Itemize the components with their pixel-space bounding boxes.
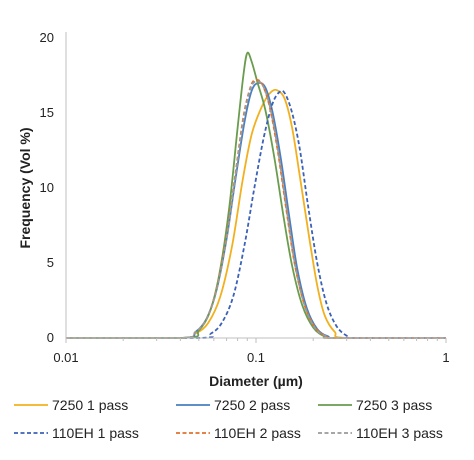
- series-line-6: [65, 80, 446, 339]
- legend-label: 110EH 2 pass: [214, 425, 301, 441]
- y-tick-label: 10: [40, 180, 54, 195]
- legend: 7250 1 pass 7250 2 pass 7250 3 pass 110EH 1…: [14, 397, 443, 441]
- x-tick-label: 1: [442, 350, 449, 365]
- series-line-3: [65, 51, 446, 339]
- legend-label: 7250 2 pass: [214, 397, 290, 413]
- legend-label: 7250 1 pass: [52, 397, 128, 413]
- plot-area: [65, 51, 446, 339]
- x-axis-title: Diameter (µm): [209, 373, 303, 389]
- legend-label: 110EH 3 pass: [356, 425, 443, 441]
- axes: 0 5 10 15 20 0.01 0.1 1: [40, 30, 450, 365]
- y-axis-title: Frequency (Vol %): [17, 127, 33, 248]
- legend-label: 7250 3 pass: [356, 397, 432, 413]
- series-line-4: [65, 89, 446, 339]
- y-tick-label: 20: [40, 30, 54, 45]
- x-tick-label: 0.01: [53, 350, 78, 365]
- legend-label: 110EH 1 pass: [52, 425, 139, 441]
- x-tick-label: 0.1: [247, 350, 265, 365]
- series-line-1: [65, 88, 446, 339]
- y-tick-label: 5: [47, 255, 54, 270]
- y-tick-label: 0: [47, 330, 54, 345]
- y-tick-label: 15: [40, 105, 54, 120]
